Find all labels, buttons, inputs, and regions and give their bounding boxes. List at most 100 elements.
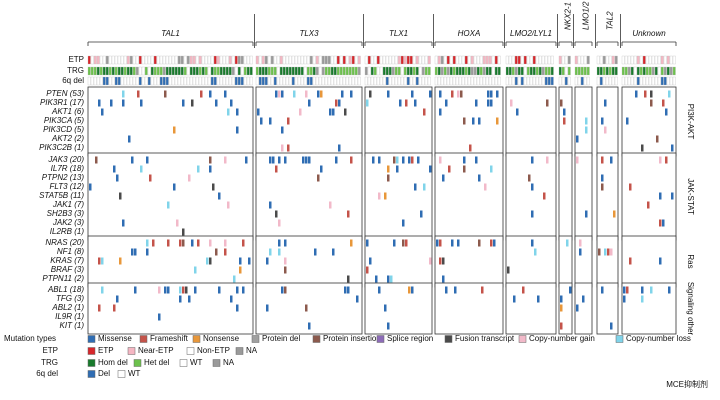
gene-label: KRAS (7) — [50, 256, 84, 265]
mutation-cell — [173, 126, 176, 134]
track-cell — [452, 66, 456, 76]
track-cell — [630, 55, 634, 65]
track-cell — [409, 66, 413, 76]
mutation-cell — [350, 239, 353, 247]
track-cell — [249, 76, 253, 86]
mutation-cell — [194, 266, 197, 274]
track-cell — [544, 76, 548, 86]
track-cell — [183, 66, 187, 76]
mutation-cell — [635, 90, 638, 98]
mutation-cell — [448, 165, 451, 173]
track-cell — [605, 55, 609, 65]
track-cell — [345, 55, 349, 65]
track-cell — [318, 55, 322, 65]
track-cell — [96, 76, 100, 86]
legend-swatch — [186, 347, 195, 355]
track-cell — [327, 76, 331, 86]
track-cell — [129, 66, 133, 76]
track-cell — [261, 66, 265, 76]
track-cell — [198, 55, 202, 65]
track-cell — [639, 55, 643, 65]
track-cell — [382, 66, 386, 76]
track-cell — [421, 66, 425, 76]
mutation-cell — [439, 257, 442, 265]
mutation-cell — [179, 295, 182, 303]
track-cell — [514, 66, 518, 76]
track-cell — [458, 76, 462, 86]
track-cell — [114, 66, 118, 76]
track-cell — [87, 66, 91, 76]
track-cell — [529, 55, 533, 65]
track-cell — [526, 66, 530, 76]
track-cell — [171, 55, 175, 65]
mutation-cell — [659, 257, 662, 265]
mutation-cell — [585, 210, 588, 218]
track-cell — [264, 76, 268, 86]
track-cell — [144, 66, 148, 76]
track-cell — [424, 55, 428, 65]
track-cell — [210, 55, 214, 65]
track-cell — [427, 76, 431, 86]
track-cell — [443, 55, 447, 65]
track-cell — [354, 55, 358, 65]
track-cell — [391, 55, 395, 65]
panel — [255, 235, 363, 288]
track-cell — [437, 55, 441, 65]
mutation-cell — [122, 219, 125, 227]
mutation-cell — [218, 286, 221, 294]
panel — [87, 152, 254, 241]
track-cell — [210, 76, 214, 86]
track-cell — [261, 55, 265, 65]
track-cell — [379, 66, 383, 76]
track-cell — [485, 76, 489, 86]
mutation-cell — [287, 117, 290, 125]
track-cell — [458, 66, 462, 76]
track-cell — [577, 66, 581, 76]
mutation-cell — [411, 156, 414, 164]
mutation-cell — [534, 248, 537, 256]
pathway-label: Ras — [686, 254, 695, 268]
track-cell — [276, 55, 280, 65]
track-cell — [508, 76, 512, 86]
legend-swatch — [251, 335, 260, 343]
track-cell — [605, 66, 609, 76]
track-cell — [561, 66, 565, 76]
track-cell — [273, 55, 277, 65]
mutation-cell — [475, 156, 478, 164]
mutation-cell — [191, 239, 194, 247]
track-cell — [418, 66, 422, 76]
track-cell — [541, 66, 545, 76]
track-cell — [488, 76, 492, 86]
track-cell — [418, 76, 422, 86]
legend-swatch — [127, 347, 136, 355]
track-cell — [357, 66, 361, 76]
track-cell — [520, 76, 524, 86]
track-cell — [437, 66, 441, 76]
track-cell — [336, 66, 340, 76]
mutation-cell — [182, 239, 185, 247]
track-cell — [636, 76, 640, 86]
gene-label: JAK2 (3) — [52, 218, 84, 227]
mutation-cell — [478, 174, 481, 182]
legend-item: Het del — [144, 358, 170, 367]
track-cell — [403, 55, 407, 65]
track-cell — [243, 66, 247, 76]
mutation-cell — [436, 239, 439, 247]
track-cell — [467, 66, 471, 76]
track-cell — [354, 66, 358, 76]
track-cell — [168, 76, 172, 86]
gene-label: STAT5B (11) — [39, 191, 84, 200]
track-cell — [633, 76, 637, 86]
track-cell — [494, 66, 498, 76]
mutation-cell — [650, 286, 653, 294]
mutation-cell — [194, 286, 197, 294]
track-cell — [382, 55, 386, 65]
mutation-cell — [629, 183, 632, 191]
mutation-cell — [236, 304, 239, 312]
mutation-cell — [320, 90, 323, 98]
track-cell — [455, 76, 459, 86]
mutation-cell — [272, 156, 275, 164]
track-cell — [526, 76, 530, 86]
track-cell — [120, 55, 124, 65]
track-cell — [672, 76, 676, 86]
